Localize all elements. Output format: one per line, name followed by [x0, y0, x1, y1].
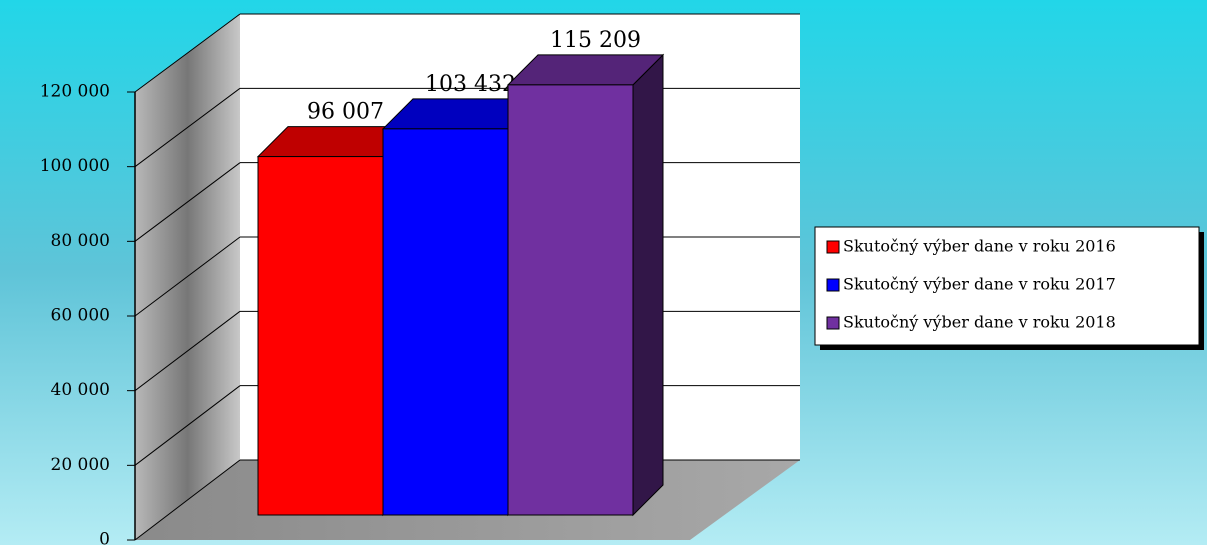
legend-label: Skutočný výber dane v roku 2016 [843, 237, 1116, 256]
grid-line [134, 162, 241, 242]
y-tick-label: 80 000 [51, 231, 110, 251]
legend-swatch [826, 278, 840, 292]
y-tick-label: 40 000 [51, 380, 110, 400]
legend-label: Skutočný výber dane v roku 2017 [843, 275, 1116, 294]
y-tick-label: 60 000 [51, 306, 110, 326]
legend [814, 226, 1200, 346]
data-label: 115 209 [550, 28, 641, 53]
legend-swatch [826, 240, 840, 254]
data-label: 103 432 [425, 72, 516, 97]
grid-line [134, 459, 241, 541]
y-tick-label: 120 000 [40, 82, 110, 102]
grid-line [134, 87, 241, 168]
y-tick-label: 0 [99, 530, 110, 545]
grid-line [134, 310, 241, 392]
bar [382, 128, 509, 516]
bar-side [632, 53, 664, 517]
grid-line [134, 236, 241, 317]
legend-label: Skutočný výber dane v roku 2018 [843, 313, 1116, 332]
data-label: 96 007 [307, 100, 384, 125]
grid-line [134, 385, 241, 466]
y-tick-label: 100 000 [40, 156, 110, 176]
grid-line [134, 13, 241, 93]
bar [257, 156, 384, 516]
legend-swatch [826, 316, 840, 330]
y-tick-label: 20 000 [51, 455, 110, 475]
bar [507, 84, 634, 516]
